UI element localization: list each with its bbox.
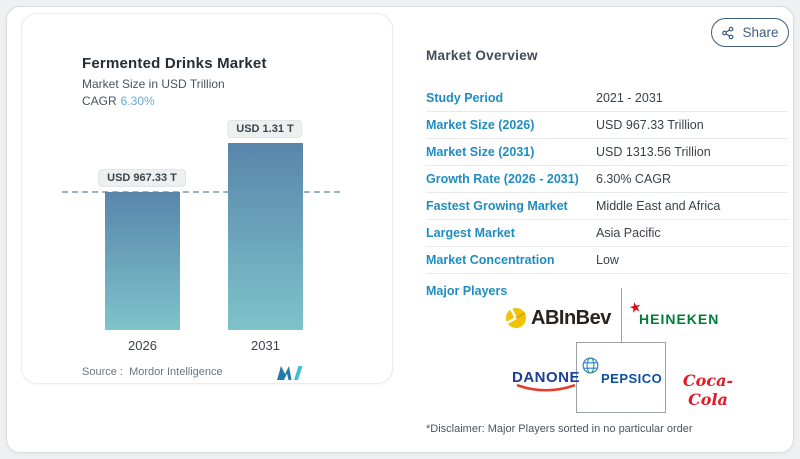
row-value: USD 1313.56 Trillion: [596, 145, 711, 159]
source-line: Source : Mordor Intelligence: [82, 366, 223, 378]
table-row: Study Period 2021 - 2031: [426, 85, 788, 112]
table-row: Market Size (2026) USD 967.33 Trillion: [426, 112, 788, 139]
heineken-logo: ★ HEINEKEN: [627, 298, 739, 335]
row-value: Middle East and Africa: [596, 199, 721, 213]
danone-smile-icon: [516, 384, 576, 392]
table-row: Fastest Growing Market Middle East and A…: [426, 193, 788, 220]
row-label: Growth Rate (2026 - 2031): [426, 172, 579, 186]
bar-2031: [228, 143, 303, 330]
overview-title: Market Overview: [426, 48, 538, 63]
row-value: 6.30% CAGR: [596, 172, 672, 186]
row-label: Largest Market: [426, 226, 515, 240]
abinbev-logo-text: ABInBev: [531, 306, 611, 329]
infographic-frame: Fermented Drinks Market Market Size in U…: [6, 6, 794, 453]
cocacola-logo-text: Coca-Cola: [682, 371, 734, 409]
x-axis-label-2031: 2031: [251, 338, 280, 353]
danone-logo-text: DANONE: [511, 369, 580, 386]
row-label: Market Concentration: [426, 253, 555, 267]
chart-card: Fermented Drinks Market Market Size in U…: [21, 13, 393, 384]
bar-chart: USD 967.33 T USD 1.31 T 2026 2031: [22, 14, 392, 383]
bar-value-badge-2026: USD 967.33 T: [98, 169, 186, 187]
pepsico-logo-text: PEPSICO: [601, 371, 663, 386]
pepsico-globe-icon: [582, 357, 599, 374]
major-players-label: Major Players: [426, 284, 508, 298]
table-row: Largest Market Asia Pacific: [426, 220, 788, 247]
chart-subtitle: Market Size in USD Trillion: [82, 77, 225, 91]
chart-header: Fermented Drinks Market Market Size in U…: [82, 54, 267, 110]
chart-title: Fermented Drinks Market: [82, 55, 267, 72]
source-name: Mordor Intelligence: [129, 366, 223, 378]
disclaimer-text: *Disclaimer: Major Players sorted in no …: [426, 423, 693, 435]
table-row: Market Concentration Low: [426, 247, 788, 274]
row-label: Market Size (2026): [426, 118, 535, 132]
table-row: Growth Rate (2026 - 2031) 6.30% CAGR: [426, 166, 788, 193]
row-label: Market Size (2031): [426, 145, 535, 159]
cagr-label: CAGR: [82, 94, 117, 108]
share-icon: [722, 26, 734, 39]
overview-table: Study Period 2021 - 2031 Market Size (20…: [426, 85, 788, 274]
players-box-outline: [576, 342, 666, 413]
row-value: Asia Pacific: [596, 226, 661, 240]
row-value: Low: [596, 253, 619, 267]
row-label: Study Period: [426, 91, 504, 105]
table-row: Market Size (2031) USD 1313.56 Trillion: [426, 139, 788, 166]
mordor-intelligence-logo-icon: [277, 366, 303, 380]
reference-line: [62, 191, 340, 193]
bar-value-badge-2031: USD 1.31 T: [227, 120, 303, 138]
share-button[interactable]: Share: [711, 18, 789, 47]
share-label: Share: [742, 25, 779, 40]
chart-cagr: CAGR 6.30%: [82, 93, 267, 110]
source-label: Source :: [82, 366, 123, 378]
abinbev-emblem-icon: [506, 308, 526, 328]
cocacola-logo: Coca-Cola: [668, 371, 748, 409]
players-divider-line: [621, 288, 622, 342]
abinbev-logo: ABInBev: [505, 301, 617, 335]
row-value: 2021 - 2031: [596, 91, 663, 105]
row-label: Fastest Growing Market: [426, 199, 568, 213]
cagr-value: 6.30%: [120, 94, 155, 108]
bar-2026: [105, 192, 180, 330]
x-axis-label-2026: 2026: [128, 338, 157, 353]
row-value: USD 967.33 Trillion: [596, 118, 704, 132]
heineken-logo-text: HEINEKEN: [639, 311, 720, 327]
danone-logo: DANONE: [510, 369, 582, 393]
